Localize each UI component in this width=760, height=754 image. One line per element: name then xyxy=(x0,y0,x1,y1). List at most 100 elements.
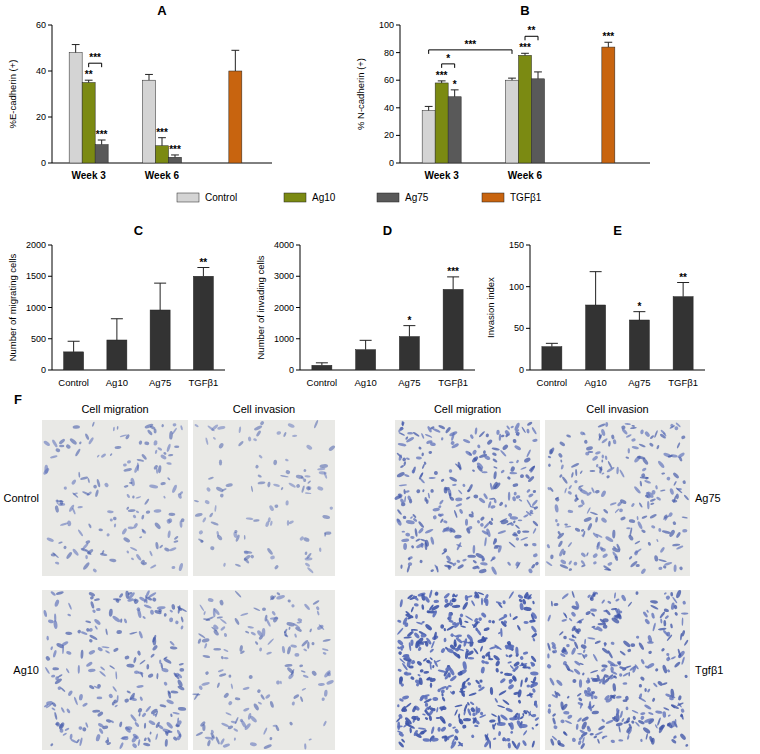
cell xyxy=(58,438,66,445)
cell xyxy=(112,686,117,693)
cell xyxy=(287,520,290,526)
error-bar xyxy=(447,277,459,290)
cell xyxy=(422,489,425,493)
cell xyxy=(500,671,503,673)
cell xyxy=(509,472,517,475)
cell xyxy=(312,600,319,606)
cell xyxy=(572,634,574,638)
y-axis-label: Number of migrating cells xyxy=(7,253,18,361)
cell xyxy=(418,521,425,529)
panel-label: B xyxy=(520,3,529,18)
bar xyxy=(193,276,213,370)
cell xyxy=(422,738,430,742)
cell xyxy=(92,568,97,573)
cell xyxy=(52,552,59,559)
cell xyxy=(657,717,662,726)
cell xyxy=(234,530,238,534)
cell xyxy=(650,502,655,505)
cell xyxy=(531,499,538,506)
cell xyxy=(444,735,448,742)
cell xyxy=(155,733,158,740)
cell xyxy=(114,704,118,707)
cell xyxy=(155,542,159,550)
cell xyxy=(267,638,274,645)
cell xyxy=(508,492,511,501)
cell xyxy=(399,498,404,504)
cell xyxy=(124,726,132,734)
cell xyxy=(552,713,557,717)
cell xyxy=(472,717,477,725)
cell xyxy=(213,608,216,617)
y-tick-label: 150 xyxy=(509,240,524,250)
cell xyxy=(118,593,123,599)
cell xyxy=(253,607,260,611)
cell xyxy=(675,487,682,494)
cell xyxy=(123,468,132,473)
cell xyxy=(450,691,454,695)
y-axis xyxy=(52,25,53,163)
cell xyxy=(475,628,482,636)
cell xyxy=(122,736,129,740)
cell xyxy=(600,490,607,498)
cell xyxy=(443,628,446,632)
cell xyxy=(50,743,54,747)
bar xyxy=(629,320,649,370)
cell xyxy=(405,436,414,443)
y-tick xyxy=(396,163,400,164)
cell xyxy=(69,437,78,445)
cell xyxy=(402,531,405,533)
cell xyxy=(647,501,650,509)
cell xyxy=(50,455,58,459)
y-tick-label: 50 xyxy=(514,323,524,333)
cell xyxy=(116,695,118,703)
cell xyxy=(406,457,410,460)
cell xyxy=(579,662,584,665)
cell xyxy=(105,650,110,654)
x-tick-label: Ag10 xyxy=(106,377,128,388)
cell xyxy=(133,522,139,529)
cell xyxy=(505,707,513,713)
cell xyxy=(620,516,626,521)
cell xyxy=(304,562,310,567)
cell xyxy=(492,620,496,624)
bars xyxy=(542,272,693,370)
cell xyxy=(621,425,626,430)
cell xyxy=(416,683,420,687)
cell xyxy=(405,490,410,493)
cell xyxy=(679,566,684,571)
cell xyxy=(546,561,553,567)
cell xyxy=(401,738,406,743)
comparison-bracket xyxy=(89,63,102,67)
bar xyxy=(399,337,419,370)
cell xyxy=(213,648,221,650)
cell xyxy=(578,697,583,702)
cell xyxy=(131,742,138,748)
cell xyxy=(672,472,680,480)
cell xyxy=(211,424,219,432)
cell xyxy=(324,531,332,535)
cell xyxy=(675,589,682,598)
cell xyxy=(640,568,646,575)
cell xyxy=(178,707,187,712)
cell xyxy=(64,486,68,490)
cell xyxy=(532,714,537,718)
cell xyxy=(223,692,230,699)
cell xyxy=(448,469,452,473)
cell xyxy=(673,565,676,573)
cell xyxy=(258,454,263,459)
cell xyxy=(530,625,537,633)
panel-0: A0204060%E-cadherin (+)Week 3Week 6*****… xyxy=(7,3,272,181)
cell xyxy=(554,496,559,500)
cell xyxy=(144,498,150,505)
cell xyxy=(412,595,419,602)
cell xyxy=(601,438,608,444)
cell xyxy=(436,707,439,713)
cell xyxy=(507,683,515,690)
cell xyxy=(676,545,684,550)
cell xyxy=(440,624,444,629)
cell xyxy=(608,441,611,447)
cell xyxy=(243,550,248,555)
cell xyxy=(79,694,84,701)
cell xyxy=(55,561,60,565)
y-tick-label: 3000 xyxy=(274,271,294,281)
